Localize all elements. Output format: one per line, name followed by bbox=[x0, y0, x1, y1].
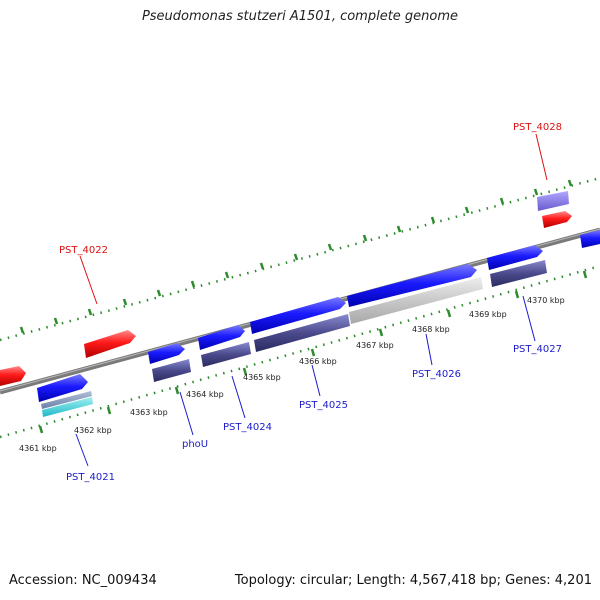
cds-feature-PST_4025[interactable] bbox=[254, 314, 350, 352]
gene-arrow-PST_4025[interactable] bbox=[250, 297, 346, 334]
leader-line bbox=[535, 133, 548, 181]
leader-line bbox=[311, 364, 321, 397]
scale-label: 4364 kbp bbox=[186, 390, 224, 399]
scale-labels: 4361 kbp 4362 kbp 4363 kbp 4364 kbp 4365… bbox=[19, 296, 565, 453]
cds-feature-PST_4028[interactable] bbox=[537, 191, 569, 211]
outer-track-ticks bbox=[19, 179, 573, 334]
gene-label-PST_4024[interactable]: PST_4024 bbox=[223, 422, 272, 433]
accession-info: Accession: NC_009434 bbox=[9, 573, 157, 588]
genome-title: Pseudomonas stutzeri A1501, complete gen… bbox=[141, 9, 459, 24]
gene-arrow-PST_4022[interactable] bbox=[84, 330, 136, 358]
genome-summary: Topology: circular; Length: 4,567,418 bp… bbox=[234, 573, 592, 588]
scale-label: 4368 kbp bbox=[412, 325, 450, 334]
leader-line bbox=[522, 295, 536, 342]
leader-line bbox=[425, 333, 433, 366]
scale-label: 4367 kbp bbox=[356, 341, 394, 350]
scale-label: 4365 kbp bbox=[243, 373, 281, 382]
scale-label: 4362 kbp bbox=[74, 426, 112, 435]
leader-line bbox=[231, 375, 246, 419]
cds-feature-PST_4027[interactable] bbox=[490, 260, 547, 287]
scale-label: 4366 kbp bbox=[299, 357, 337, 366]
gene-label-PST_4025[interactable]: PST_4025 bbox=[299, 400, 348, 411]
cds-feature-gray[interactable] bbox=[349, 277, 483, 324]
gene-arrow-PST_4026[interactable] bbox=[347, 264, 477, 307]
leader-line bbox=[79, 255, 98, 305]
gene-label-PST_4028[interactable]: PST_4028 bbox=[513, 122, 562, 133]
gene-label-PST_4022[interactable]: PST_4022 bbox=[59, 245, 108, 256]
gene-arrow-PST_4028[interactable] bbox=[542, 211, 572, 228]
scale-label: 4361 kbp bbox=[19, 444, 57, 453]
gene-arrow-PST_4024[interactable] bbox=[198, 325, 245, 350]
cds-feature[interactable] bbox=[42, 397, 93, 417]
scale-label: 4370 kbp bbox=[527, 296, 565, 305]
gene-arrow-PST_4021[interactable] bbox=[37, 374, 88, 402]
gene-arrow-PST_4027[interactable] bbox=[487, 245, 543, 270]
cds-feature[interactable] bbox=[41, 391, 92, 409]
leader-line bbox=[75, 433, 89, 467]
gene-label-PST_4026[interactable]: PST_4026 bbox=[412, 369, 461, 380]
gene-label-PST_4021[interactable]: PST_4021 bbox=[66, 472, 115, 483]
gene-label-phoU[interactable]: phoU bbox=[182, 439, 208, 450]
gene-arrow-reverse[interactable] bbox=[0, 366, 26, 386]
cds-feature-PST_4024[interactable] bbox=[201, 342, 251, 367]
gene-arrow-forward[interactable] bbox=[580, 230, 600, 248]
gene-arrow-phoU[interactable] bbox=[148, 343, 185, 364]
scale-label: 4369 kbp bbox=[469, 310, 507, 319]
scale-label: 4363 kbp bbox=[130, 408, 168, 417]
gene-label-PST_4027[interactable]: PST_4027 bbox=[513, 344, 562, 355]
cds-feature-phoU[interactable] bbox=[152, 359, 191, 382]
scale-track-ticks bbox=[38, 270, 588, 434]
leader-line bbox=[179, 391, 194, 436]
